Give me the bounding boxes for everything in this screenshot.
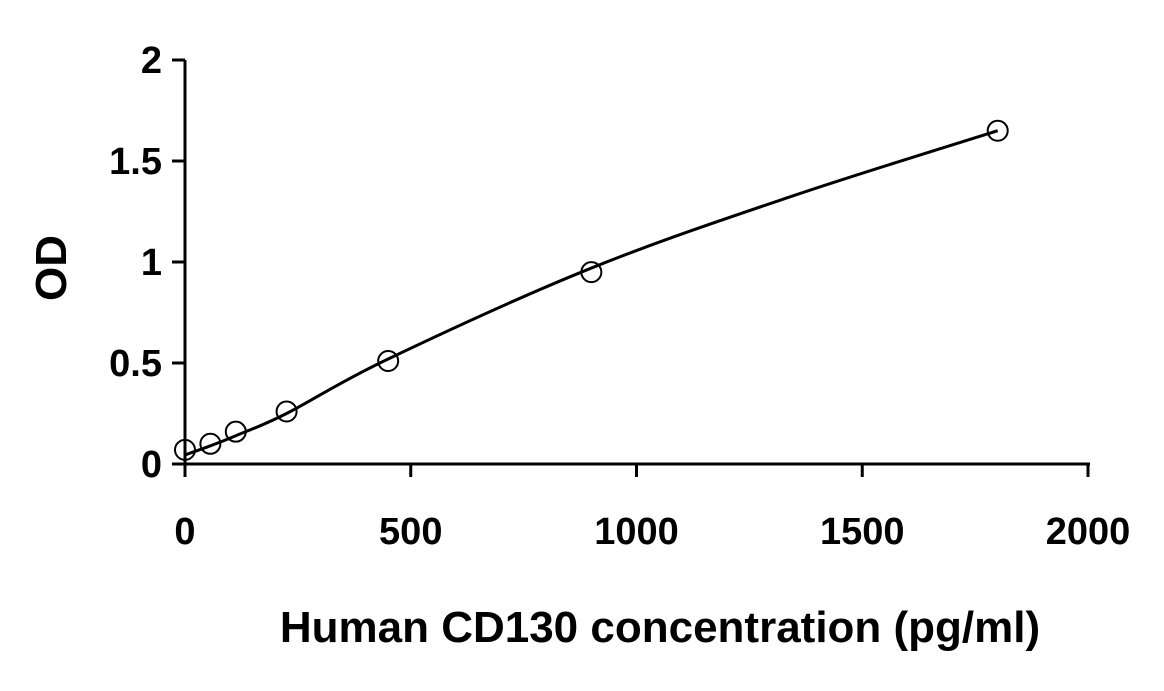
y-tick-label: 0.5 [109,343,162,385]
y-tick-label: 2 [141,40,162,82]
data-point [199,432,222,455]
y-tick-label: 0 [141,444,162,486]
x-tick-label: 0 [174,511,195,553]
y-tick-label: 1 [141,242,162,284]
data-point [224,420,247,443]
fit-curve-line [184,129,999,457]
data-point [275,400,298,423]
y-tick-label: 1.5 [109,141,162,183]
y-axis-title: OD [27,235,76,301]
data-point [580,261,603,284]
x-tick-label: 1500 [820,511,905,553]
x-ticks: 0 500 1000 1500 2000 [174,464,1130,553]
data-point [377,349,400,372]
data-point [986,119,1009,142]
x-tick-label: 500 [379,511,442,553]
x-tick-label: 2000 [1046,511,1131,553]
y-ticks: 0 0.5 1 1.5 2 [109,40,185,486]
x-axis-title: Human CD130 concentration (pg/ml) [280,603,1040,652]
data-points [174,119,1009,461]
axes [183,60,1090,466]
x-tick-label: 1000 [594,511,679,553]
data-point [174,438,196,461]
